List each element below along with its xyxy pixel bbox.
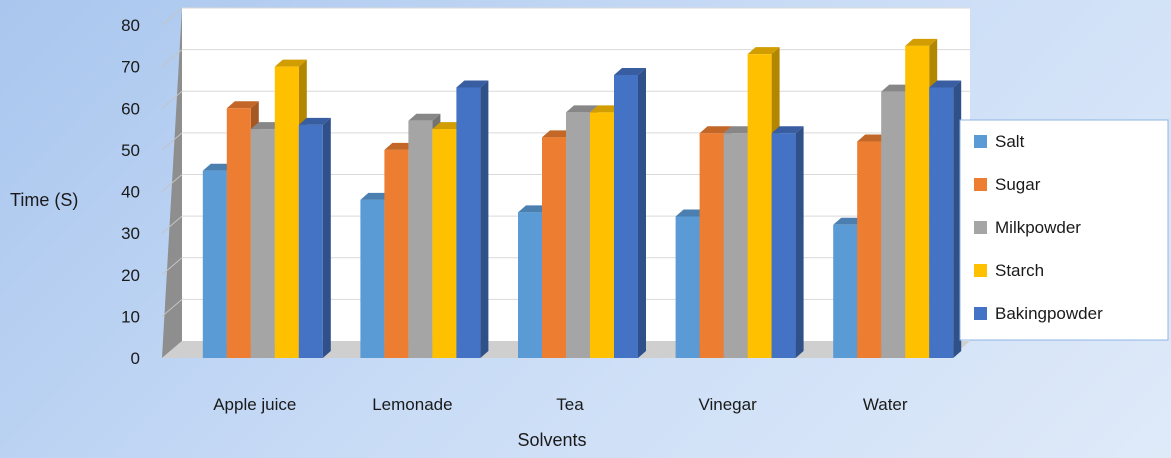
legend-swatch xyxy=(974,221,987,234)
y-tick-label: 0 xyxy=(131,349,140,368)
y-axis-title: Time (S) xyxy=(10,190,78,210)
bar-front xyxy=(432,129,457,358)
bar-top xyxy=(699,126,732,134)
legend-label: Milkpowder xyxy=(995,218,1081,237)
legend-item: Sugar xyxy=(974,175,1041,194)
bar-front xyxy=(250,129,275,358)
bar-front xyxy=(881,91,906,358)
x-axis-title: Solvents xyxy=(517,430,586,450)
gridline-side xyxy=(161,257,183,276)
bar-top xyxy=(929,80,962,88)
x-tick-label: Vinegar xyxy=(698,395,757,414)
bar-side xyxy=(480,80,489,358)
gridline-side xyxy=(161,215,183,234)
bar-front xyxy=(384,149,409,358)
bar-side xyxy=(322,117,331,359)
bar-front xyxy=(675,216,700,358)
legend: Salt Sugar Milkpowder Starch Bakingpowder xyxy=(959,119,1169,341)
bar-front xyxy=(226,108,251,358)
bar-side xyxy=(638,67,646,358)
gridline-side xyxy=(161,7,183,26)
bar-front xyxy=(298,124,323,359)
legend-swatch xyxy=(974,307,987,320)
bar-top xyxy=(456,80,489,88)
bar-top xyxy=(614,67,646,75)
legend-item: Bakingpowder xyxy=(974,304,1103,323)
legend-box xyxy=(959,119,1169,341)
y-tick-label: 10 xyxy=(121,307,140,326)
y-tick-label: 40 xyxy=(121,183,140,202)
bar xyxy=(929,80,962,358)
y-tick-label: 70 xyxy=(121,58,140,77)
bar-top xyxy=(274,59,307,67)
bar-top xyxy=(408,113,441,121)
bar-side xyxy=(953,80,962,358)
bar-front xyxy=(771,133,796,358)
y-tick-label: 20 xyxy=(121,266,140,285)
legend-label: Salt xyxy=(995,132,1025,151)
legend-label: Starch xyxy=(995,261,1044,280)
bar-front xyxy=(905,45,930,358)
bar-front xyxy=(202,170,227,358)
x-tick-label: Lemonade xyxy=(372,395,452,414)
bar-side xyxy=(795,126,804,358)
bar-front xyxy=(614,74,638,358)
bar-front xyxy=(360,199,385,358)
x-tick-label: Water xyxy=(863,395,908,414)
bar-front xyxy=(833,224,858,358)
bar-front xyxy=(566,112,590,358)
bar-front xyxy=(857,141,882,358)
x-axis-ticks: Apple juice Lemonade Tea Vinegar Water xyxy=(213,395,908,414)
bar-front xyxy=(408,120,433,358)
legend-label: Bakingpowder xyxy=(995,304,1103,323)
legend-item: Salt xyxy=(974,132,1025,151)
legend-item: Starch xyxy=(974,261,1044,280)
bar-top xyxy=(905,38,938,46)
bar-front xyxy=(456,87,481,358)
y-tick-label: 80 xyxy=(121,16,140,35)
bar xyxy=(298,117,331,359)
bar-front xyxy=(274,66,299,358)
legend-swatch xyxy=(974,264,987,277)
bar-top xyxy=(566,105,598,113)
bar-front xyxy=(590,112,614,358)
gridline-side xyxy=(161,298,183,317)
y-tick-label: 50 xyxy=(121,141,140,160)
bar-top xyxy=(747,47,780,55)
x-tick-label: Tea xyxy=(556,395,584,414)
legend-label: Sugar xyxy=(995,175,1041,194)
gridline-side xyxy=(161,132,183,151)
bar-front xyxy=(929,87,954,358)
x-tick-label: Apple juice xyxy=(213,395,296,414)
legend-swatch xyxy=(974,178,987,191)
bars xyxy=(202,38,962,359)
gridline-side xyxy=(161,174,183,192)
bar-front xyxy=(518,212,542,358)
gridline-side xyxy=(161,90,183,109)
bar-front xyxy=(747,54,772,358)
bar-front xyxy=(699,133,724,358)
bar-top xyxy=(771,126,804,134)
legend-swatch xyxy=(974,135,987,148)
gridline-side xyxy=(161,49,183,68)
bar-top xyxy=(298,117,331,125)
y-tick-label: 30 xyxy=(121,224,140,243)
bar xyxy=(771,126,804,358)
bar-front xyxy=(723,133,748,358)
bar-top xyxy=(226,101,259,109)
bar xyxy=(456,80,489,358)
y-tick-label: 60 xyxy=(121,99,140,118)
bar xyxy=(614,67,646,358)
legend-item: Milkpowder xyxy=(974,218,1081,237)
y-axis-ticks: 0 10 20 30 40 50 60 70 80 xyxy=(121,16,140,368)
bar-front xyxy=(542,137,566,358)
